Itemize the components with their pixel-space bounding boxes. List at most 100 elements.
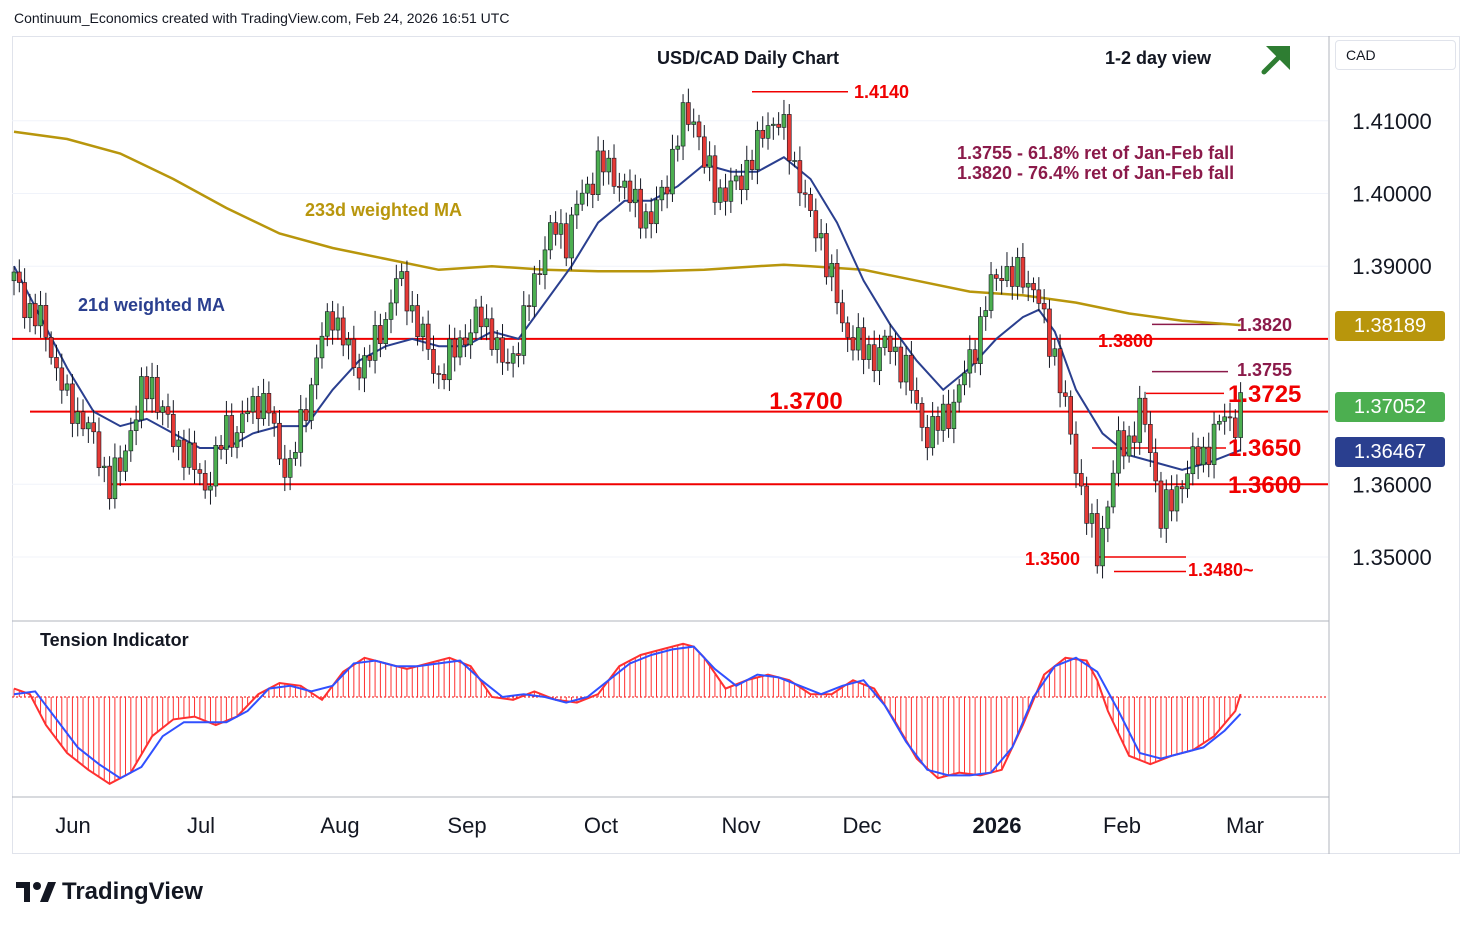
candle-body [978, 316, 983, 364]
candle-body [54, 357, 59, 369]
candle-body [234, 432, 240, 448]
candle-body [574, 203, 580, 216]
candle-body [622, 180, 627, 188]
candle-body [1148, 424, 1153, 453]
candle-body [840, 302, 845, 324]
candle-body [850, 337, 856, 351]
candle-body [213, 445, 219, 487]
level-label-1.3650: 1.3650 [1228, 435, 1301, 462]
candle-body [1227, 416, 1233, 419]
candle-body [394, 278, 399, 304]
candle-body [75, 411, 81, 424]
candle-body [1185, 473, 1190, 490]
candle-body [1089, 513, 1095, 524]
candle-body [537, 273, 542, 275]
candle-body [330, 311, 335, 331]
candle-body [760, 129, 766, 139]
chart-header: Continuum_Economics created with Trading… [14, 10, 510, 26]
candle-body [627, 180, 633, 204]
candle-body [749, 159, 755, 170]
candle-body [553, 222, 558, 235]
candle-body [388, 302, 394, 320]
candle-body [340, 317, 346, 346]
candle-body [1015, 257, 1020, 287]
candle-body [478, 306, 484, 328]
candle-body [686, 102, 691, 125]
candle-body [1110, 472, 1116, 508]
candle-body [962, 372, 967, 386]
candle-body [32, 303, 38, 327]
candle-body [680, 102, 686, 147]
currency-box[interactable]: CAD [1335, 40, 1456, 70]
candle-body [1195, 446, 1201, 466]
candle-body [356, 367, 362, 379]
candle-body [792, 160, 797, 162]
y-tick-label: 1.35000 [1352, 545, 1432, 570]
candle-body [893, 346, 898, 352]
candle-body [542, 249, 548, 275]
tension-line [13, 642, 1242, 785]
candle-body [436, 373, 442, 375]
x-tick-label: Nov [721, 813, 760, 838]
candle-body [1206, 446, 1212, 465]
candle-body [346, 338, 351, 346]
retracement-note-1: 1.3755 - 61.8% ret of Jan-Feb fall [957, 143, 1234, 163]
candle-body [117, 457, 123, 472]
candle-body [197, 469, 203, 474]
candle-body [579, 192, 585, 205]
level-label-1.4140: 1.4140 [854, 82, 909, 102]
candle-body [144, 376, 150, 400]
candle-body [510, 353, 516, 364]
candle-body [781, 114, 787, 128]
candle-body [1137, 397, 1143, 443]
candle-body [1142, 397, 1148, 425]
candle-body [404, 271, 410, 312]
candle-body [643, 211, 649, 229]
candle-body [64, 383, 70, 391]
candle-body [324, 311, 330, 337]
candle-body [171, 414, 176, 447]
y-tick-label: 1.39000 [1352, 254, 1432, 279]
chart-frame [12, 36, 1460, 854]
candle-body [728, 180, 734, 202]
candle-body [202, 473, 208, 491]
level-label-1.3500: 1.3500 [1025, 549, 1080, 569]
candle-body [208, 485, 213, 491]
x-tick-label: Jul [187, 813, 215, 838]
candle-body [797, 160, 803, 194]
candle-body [866, 344, 872, 360]
candle-body [925, 427, 930, 449]
candle-body [675, 145, 681, 150]
candle-body [399, 271, 404, 279]
candle-body [319, 335, 325, 359]
candle-body [468, 332, 473, 346]
candle-body [526, 305, 532, 307]
x-tick-label: 2026 [973, 813, 1022, 838]
candle-body [696, 121, 702, 138]
candle-body [1052, 348, 1058, 357]
candle-body [383, 319, 389, 344]
candle-body [1222, 416, 1227, 422]
candle-body [1163, 489, 1169, 529]
x-tick-label: Sep [447, 813, 486, 838]
candle-body [59, 367, 65, 391]
candle-body [951, 401, 957, 429]
candle-body [717, 187, 723, 203]
x-tick-label: Feb [1103, 813, 1141, 838]
candle-body [723, 187, 728, 202]
candle-body [1105, 506, 1111, 529]
candle-body [484, 318, 489, 328]
candle-body [181, 439, 187, 468]
tradingview-logo[interactable]: TradingView [16, 878, 203, 906]
candle-body [611, 157, 617, 187]
candle-body [882, 335, 888, 348]
candle-body [956, 384, 962, 403]
candle-body [1238, 392, 1243, 438]
candle-body [808, 194, 813, 211]
candle-body [861, 327, 866, 360]
candle-body [367, 355, 373, 361]
candle-body [648, 211, 654, 225]
candle-body [1020, 257, 1026, 288]
candle-body [165, 406, 171, 415]
